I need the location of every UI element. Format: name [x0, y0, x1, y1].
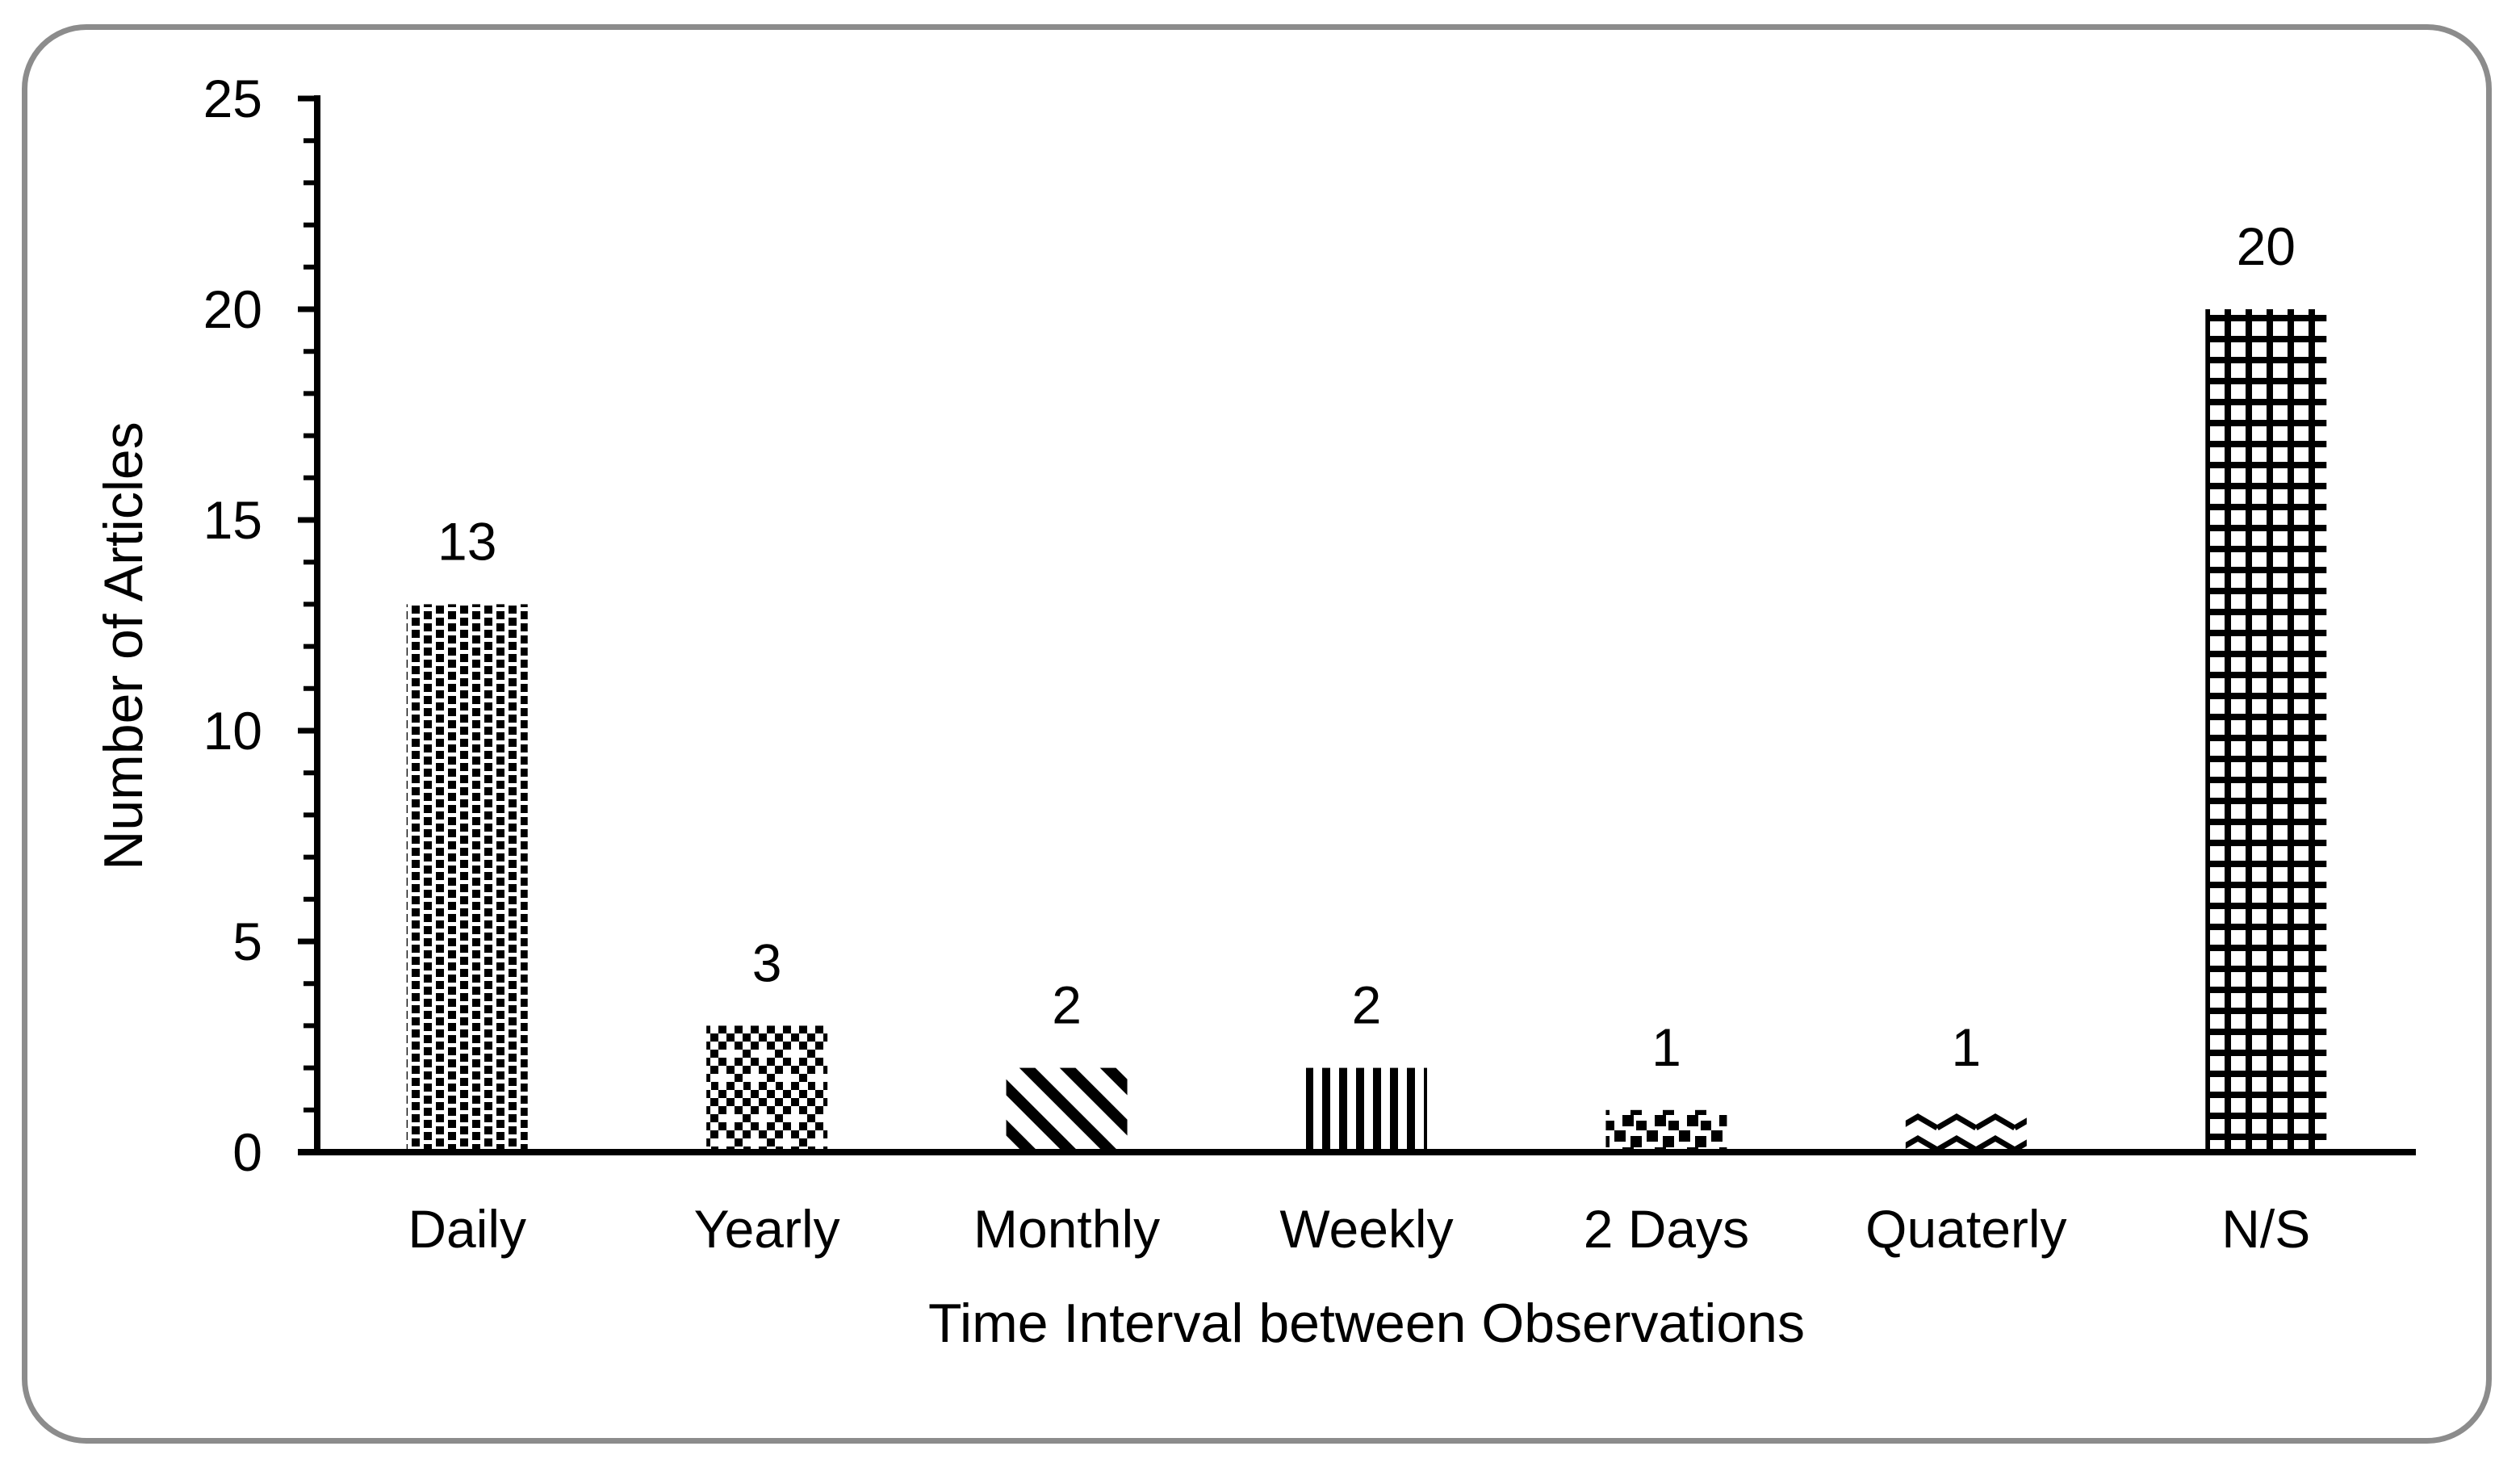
bar-n-s [2205, 309, 2327, 1152]
bar-value-label-daily: 13 [437, 511, 496, 571]
x-axis-title: Time Interval between Observations [928, 1293, 1805, 1354]
bar-monthly [1006, 1067, 1128, 1152]
bar-value-label-monthly: 2 [1052, 975, 1082, 1035]
bar-quaterly [1905, 1109, 2027, 1152]
bar-value-label-2-days: 1 [1651, 1017, 1681, 1077]
y-axis-title: Number of Articles [93, 421, 154, 870]
x-category-label-quaterly: Quaterly [1865, 1199, 2066, 1259]
plot-area: 13 Daily 3 Yearly 2 Monthly 2 Weekly 1 2 Days 1 Qua… [203, 69, 2416, 1259]
y-tick-label: 20 [203, 279, 262, 339]
y-tick-label: 25 [203, 69, 262, 128]
bar-daily [406, 604, 528, 1152]
bar-2-days [1605, 1109, 1727, 1152]
x-category-label-yearly: Yearly [694, 1199, 840, 1259]
bar-value-label-quaterly: 1 [1951, 1017, 1981, 1077]
x-category-label-monthly: Monthly [973, 1199, 1160, 1259]
bar-value-label-weekly: 2 [1352, 975, 1382, 1035]
bar-weekly [1306, 1067, 1427, 1152]
bar-yearly [706, 1025, 828, 1152]
y-tick-label: 5 [232, 912, 262, 971]
x-category-label-n-s: N/S [2221, 1199, 2310, 1259]
x-category-label-daily: Daily [408, 1199, 526, 1259]
x-category-label-weekly: Weekly [1279, 1199, 1453, 1259]
bar-value-label-yearly: 3 [752, 933, 782, 992]
y-tick-label: 10 [203, 701, 262, 761]
y-tick-label: 15 [203, 490, 262, 550]
bar-value-label-n-s: 20 [2237, 216, 2296, 276]
x-category-label-2-days: 2 Days [1584, 1199, 1749, 1259]
y-tick-label: 0 [232, 1122, 262, 1182]
